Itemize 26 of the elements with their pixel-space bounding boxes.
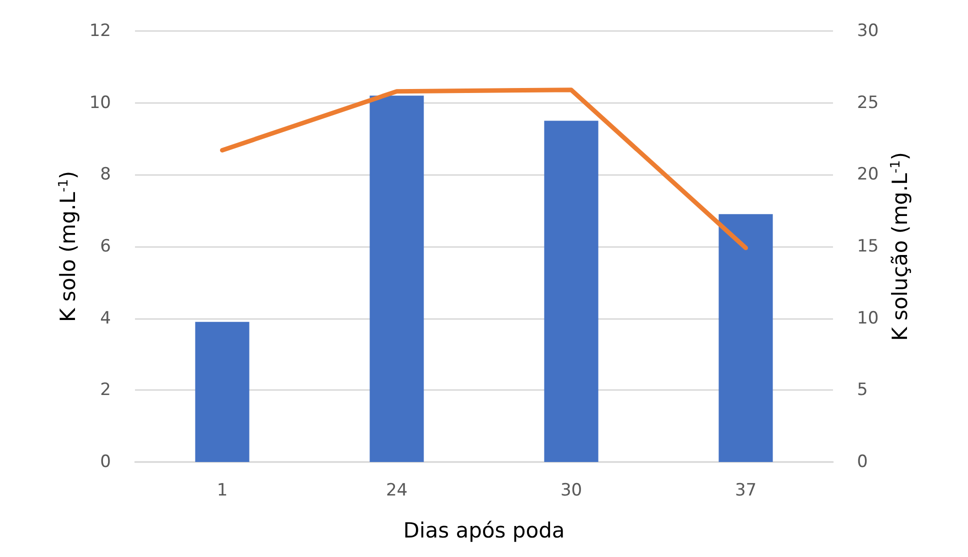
x-tick-label: 24 <box>386 480 408 500</box>
y2-tick-label: 25 <box>857 92 879 113</box>
y-tick-label: 10 <box>89 92 111 113</box>
bar <box>718 214 773 462</box>
y2-tick-label: 20 <box>857 164 879 185</box>
y2-axis-title: K solução (mg.L-1) <box>888 152 912 341</box>
y2-tick-label: 10 <box>857 308 879 328</box>
y-tick-label: 6 <box>100 236 111 256</box>
y-tick-label: 8 <box>100 164 111 185</box>
x-tick-label: 37 <box>734 480 757 500</box>
y-tick-label: 4 <box>100 308 111 328</box>
y-tick-label: 2 <box>100 380 111 400</box>
line-series <box>220 88 748 250</box>
y-axis-title: K solo (mg.L-1) <box>56 170 80 322</box>
x-tick-label: 1 <box>216 480 228 500</box>
bar <box>544 120 598 462</box>
y2-tick-label: 5 <box>857 380 868 400</box>
y-tick-label: 12 <box>89 21 111 41</box>
bar <box>195 322 250 462</box>
bar <box>370 96 424 462</box>
x-axis-title: Dias após poda <box>403 518 565 542</box>
y2-tick-label: 0 <box>857 452 868 472</box>
y2-tick-label: 15 <box>857 236 879 256</box>
y2-tick-label: 30 <box>857 21 879 41</box>
x-tick-label: 30 <box>560 480 582 500</box>
y-tick-label: 0 <box>100 452 111 472</box>
